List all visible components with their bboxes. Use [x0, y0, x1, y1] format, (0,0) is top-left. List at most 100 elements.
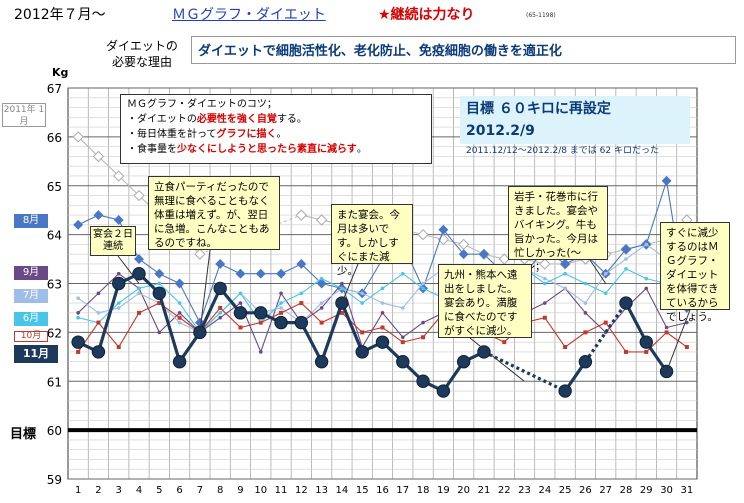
point-s3-13 [320, 301, 324, 305]
point-nov-9 [234, 307, 246, 319]
legend-tag-nov: 11月 [14, 345, 58, 363]
point-nov-8 [214, 282, 226, 294]
point-nov-29 [640, 336, 652, 348]
x-tick-14: 14 [336, 485, 349, 496]
point-s3-1 [76, 296, 80, 300]
point-s2-1 [76, 311, 80, 315]
point-s3-16 [381, 301, 385, 305]
point-s2-6 [178, 311, 182, 315]
x-tick-10: 10 [254, 485, 267, 496]
callout-banquet: また宴会。今月は多いです。しかしすぐにまた減少。 [331, 204, 413, 264]
y-tick-66: 66 [47, 131, 62, 145]
point-s3-11 [279, 306, 283, 310]
point-s2-5 [158, 331, 162, 335]
header-title-link[interactable]: ＭＧグラフ・ダイエット [172, 4, 326, 24]
point-s2-26 [584, 311, 588, 315]
point-s3-25 [563, 287, 567, 291]
point-s2-13 [320, 306, 324, 310]
x-tick-23: 23 [518, 485, 531, 496]
point-oct-4 [137, 311, 141, 315]
point-oct-3 [117, 345, 121, 349]
need-text: ダイエットで細胞活性化、老化防止、免疫細胞の働きを適正化 [191, 36, 736, 64]
header-slogan: ★継続は力なり [378, 4, 475, 24]
need-label-line2: 必要な理由 [112, 55, 172, 69]
point-s3-15 [360, 291, 364, 295]
legend-tag-oct: 10月 [14, 331, 48, 342]
point-nov-17 [397, 356, 409, 368]
tips-line1: ・ダイエットの必要性を強く自覚する。 [127, 112, 425, 127]
y-tick-67: 67 [47, 82, 62, 96]
point-s4-25 [563, 272, 567, 276]
x-tick-7: 7 [197, 485, 203, 496]
goal-label: 目標 [10, 423, 36, 442]
y-axis-label: Kg [52, 66, 68, 79]
x-tick-13: 13 [315, 485, 328, 496]
point-s3-18 [421, 282, 425, 286]
x-tick-16: 16 [376, 485, 389, 496]
point-s2-14 [340, 282, 344, 286]
point-s3-2 [97, 311, 101, 315]
point-s3-4 [137, 291, 141, 295]
x-tick-31: 31 [680, 485, 693, 496]
legend-tag-sep: 9月 [14, 266, 48, 280]
x-tick-18: 18 [417, 485, 430, 496]
point-s4-9 [239, 291, 243, 295]
point-s4-8 [218, 311, 222, 315]
need-label-line1: ダイエットの [106, 39, 178, 53]
point-oct-8 [218, 306, 222, 310]
point-oct-1 [76, 350, 80, 354]
y-tick-62: 62 [47, 326, 62, 340]
callout-two-days: 宴会２日連続 [90, 226, 136, 256]
point-s2-16 [381, 311, 385, 315]
point-oct-25 [563, 345, 567, 349]
point-nov-14 [336, 297, 348, 309]
point-oct-28 [624, 350, 628, 354]
need-label: ダイエットの 必要な理由 [96, 38, 188, 70]
callout-kyushu: 九州・熊本へ遠出をしました。宴会あり。満腹に食べたのですがすぐに減少。 [438, 264, 532, 338]
point-oct-12 [299, 301, 303, 305]
point-s3-6 [178, 321, 182, 325]
point-s2-9 [239, 301, 243, 305]
point-nov-16 [376, 336, 388, 348]
legend-tag-2011-jan: 2011年 1月 [2, 103, 46, 127]
point-nov-15 [356, 346, 368, 358]
point-nov-28 [620, 297, 632, 309]
header-date: 2012年７月〜 [14, 4, 106, 24]
x-tick-22: 22 [498, 485, 511, 496]
x-tick-3: 3 [116, 485, 122, 496]
x-tick-6: 6 [176, 485, 182, 496]
point-s2-30 [665, 326, 669, 330]
point-nov-26 [579, 356, 591, 368]
point-s2-24 [543, 301, 547, 305]
point-nov-5 [153, 287, 165, 299]
tips-box: ＭＧグラフ・ダイエットのコツ； ・ダイエットの必要性を強く自覚する。 ・毎日体重… [120, 94, 432, 164]
tips-line3: ・食事量を少なくにしようと思ったら素直に減らす。 [127, 142, 425, 157]
point-nov-10 [255, 307, 267, 319]
point-nov-19 [437, 385, 449, 397]
point-nov-25 [559, 385, 571, 397]
point-nov-3 [113, 277, 125, 289]
point-nov-18 [417, 375, 429, 387]
point-oct-13 [320, 321, 324, 325]
point-oct-11 [279, 311, 283, 315]
x-tick-25: 25 [559, 485, 572, 496]
y-tick-63: 63 [47, 278, 62, 292]
point-oct-27 [604, 321, 608, 325]
point-s2-18 [421, 321, 425, 325]
x-tick-19: 19 [437, 485, 450, 496]
point-oct-10 [259, 321, 263, 325]
tips-line2: ・毎日体重を計ってグラフに描く。 [127, 127, 425, 142]
point-s4-17 [401, 272, 405, 276]
x-tick-5: 5 [156, 485, 162, 496]
point-s2-8 [218, 316, 222, 320]
point-nov-1 [72, 336, 84, 348]
point-s4-27 [604, 291, 608, 295]
point-s2-29 [644, 287, 648, 291]
y-tick-60: 60 [47, 424, 62, 438]
x-tick-8: 8 [217, 485, 223, 496]
x-tick-30: 30 [660, 485, 673, 496]
point-s4-14 [340, 287, 344, 291]
legend-tag-jul: 7月 [14, 289, 48, 303]
callout-iwate: 岩手・花巻市に行きました。宴会やバイキング。牛も旨かった。今月は忙しかった(〜＿… [508, 186, 608, 260]
goal-note-line1: 目標 ６０キロに再設定 2012.2/9 [466, 98, 684, 142]
